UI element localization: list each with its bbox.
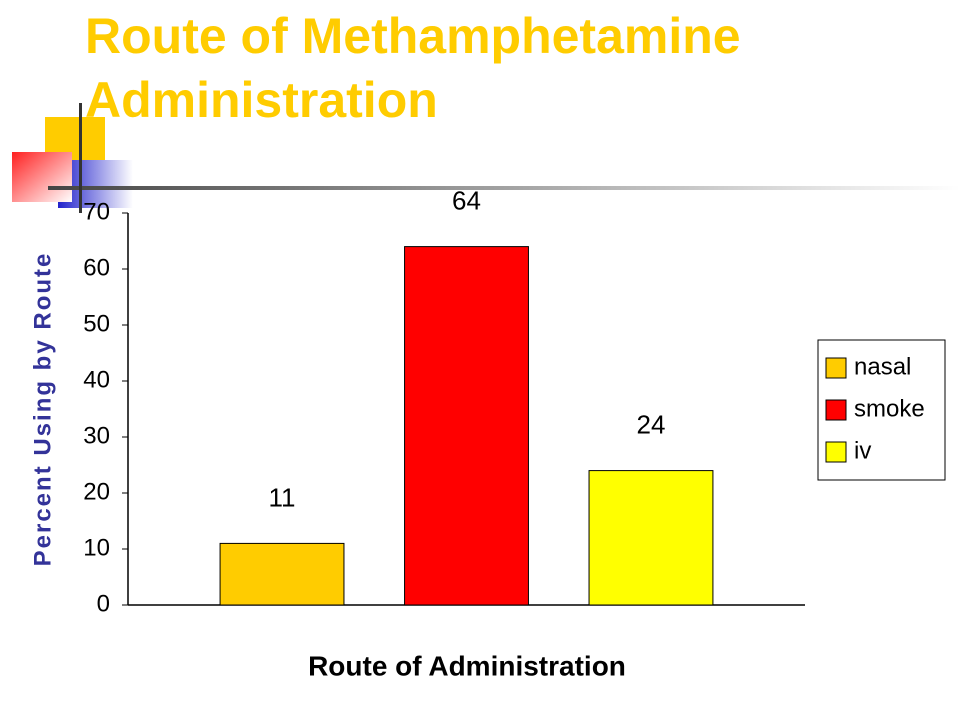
slide-title: Route of Methamphetamine Administration <box>85 8 741 128</box>
bar <box>219 542 345 606</box>
y-tick-label: 30 <box>83 422 110 449</box>
legend-label: nasal <box>854 353 911 380</box>
legend-swatch <box>825 357 847 379</box>
legend-swatch <box>825 441 847 463</box>
decor-line <box>79 103 82 213</box>
data-label: 64 <box>452 185 481 215</box>
legend-label: iv <box>854 437 871 464</box>
decor-square <box>12 152 72 202</box>
y-tick-label: 20 <box>83 478 110 505</box>
data-label: 24 <box>637 409 666 439</box>
y-tick-label: 0 <box>97 590 110 617</box>
y-axis-title: Percent Using by Route <box>29 252 56 567</box>
y-tick-label: 50 <box>83 310 110 337</box>
data-label: 11 <box>269 482 296 512</box>
decor-line <box>48 186 960 190</box>
y-tick-label: 40 <box>83 366 110 393</box>
legend-label: smoke <box>854 395 925 422</box>
bar <box>404 246 529 606</box>
legend-swatch <box>825 399 847 421</box>
x-axis-title: Route of Administration <box>308 650 626 681</box>
bar <box>588 470 714 606</box>
y-tick-label: 70 <box>83 198 110 225</box>
y-tick-label: 10 <box>83 534 110 561</box>
y-tick-label: 60 <box>83 254 110 281</box>
